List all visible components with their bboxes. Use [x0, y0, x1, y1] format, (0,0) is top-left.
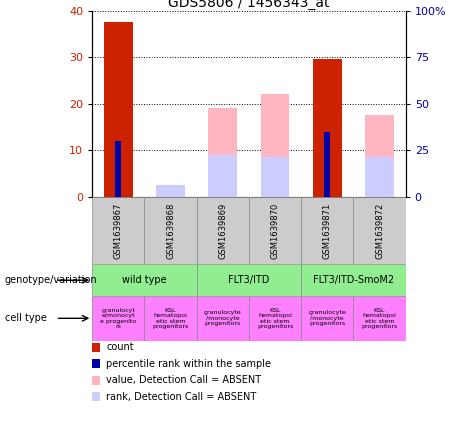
Text: percentile rank within the sample: percentile rank within the sample — [106, 359, 271, 369]
Bar — [354, 197, 406, 264]
Bar — [301, 264, 406, 296]
Bar — [249, 197, 301, 264]
Text: wild type: wild type — [122, 275, 167, 285]
Bar — [261, 157, 290, 197]
Text: genotype/variation: genotype/variation — [5, 275, 97, 285]
Bar — [365, 115, 394, 197]
Text: granulocyt
e/monocyt
e progenito
rs: granulocyt e/monocyt e progenito rs — [100, 308, 136, 329]
Bar — [156, 185, 185, 197]
Text: cell type: cell type — [5, 313, 47, 323]
Text: GSM1639867: GSM1639867 — [114, 202, 123, 259]
Bar — [354, 296, 406, 341]
Bar — [197, 197, 249, 264]
Bar — [156, 190, 185, 197]
Text: KSL
hematopoi
etic stem
progenitors: KSL hematopoi etic stem progenitors — [153, 308, 189, 329]
Text: FLT3/ITD-SmoM2: FLT3/ITD-SmoM2 — [313, 275, 394, 285]
Title: GDS5806 / 1456343_at: GDS5806 / 1456343_at — [168, 0, 330, 10]
Bar — [92, 197, 144, 264]
Text: value, Detection Call = ABSENT: value, Detection Call = ABSENT — [106, 375, 261, 385]
Bar — [197, 296, 249, 341]
Text: GSM1639869: GSM1639869 — [219, 203, 227, 258]
Text: FLT3/ITD: FLT3/ITD — [228, 275, 270, 285]
Bar — [249, 296, 301, 341]
Text: count: count — [106, 342, 134, 352]
Bar — [313, 60, 342, 197]
Text: KSL
hematopoi
etic stem
progenitors: KSL hematopoi etic stem progenitors — [257, 308, 293, 329]
Bar — [144, 296, 197, 341]
Bar — [92, 264, 197, 296]
Bar — [301, 197, 354, 264]
Text: KSL
hematopoi
etic stem
progenitors: KSL hematopoi etic stem progenitors — [361, 308, 398, 329]
Text: GSM1639871: GSM1639871 — [323, 203, 332, 258]
Text: GSM1639868: GSM1639868 — [166, 202, 175, 259]
Bar — [197, 264, 301, 296]
Bar — [92, 296, 144, 341]
Text: GSM1639872: GSM1639872 — [375, 203, 384, 258]
Bar — [115, 141, 121, 197]
Bar — [365, 157, 394, 197]
Text: granulocyte
/monocyte
progenitors: granulocyte /monocyte progenitors — [308, 310, 346, 326]
Bar — [208, 108, 237, 197]
Bar — [104, 22, 133, 197]
Bar — [301, 296, 354, 341]
Text: rank, Detection Call = ABSENT: rank, Detection Call = ABSENT — [106, 392, 256, 402]
Text: granulocyte
/monocyte
progenitors: granulocyte /monocyte progenitors — [204, 310, 242, 326]
Bar — [324, 132, 331, 197]
Text: GSM1639870: GSM1639870 — [271, 203, 279, 258]
Bar — [208, 155, 237, 197]
Bar — [261, 94, 290, 197]
Bar — [144, 197, 197, 264]
